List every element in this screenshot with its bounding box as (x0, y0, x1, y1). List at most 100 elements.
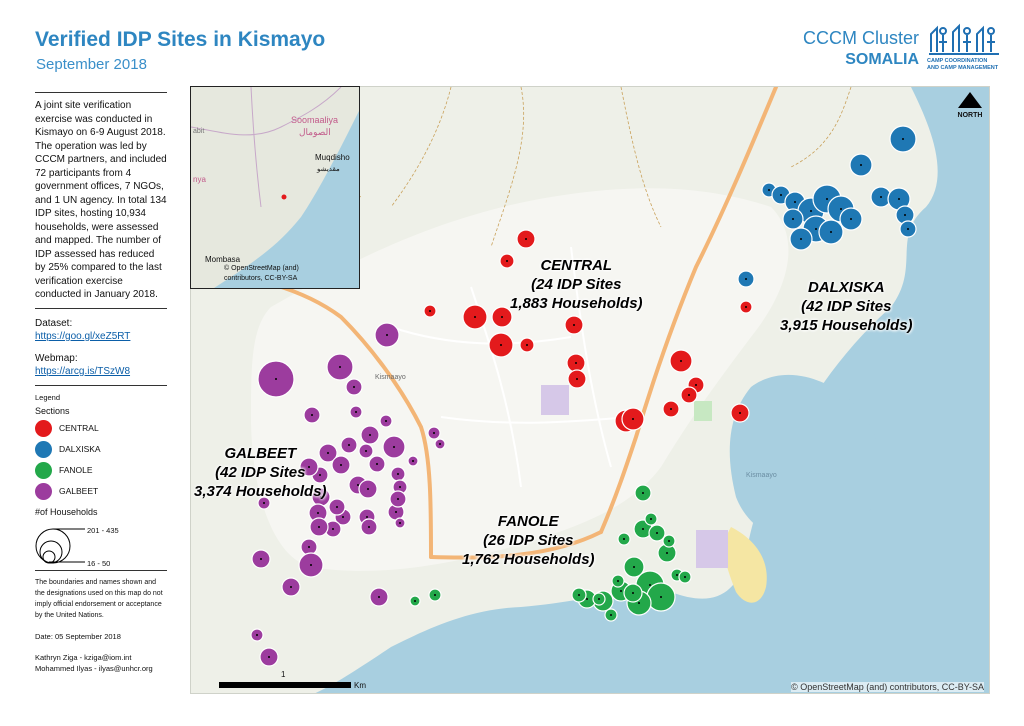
north-arrow-icon (958, 92, 982, 108)
inset-attribution-2: contributors, CC-BY-SA (224, 275, 298, 282)
legend-size-min: 16 - 50 (87, 558, 111, 568)
idp-site-centroid (695, 384, 697, 386)
idp-site-centroid (800, 238, 802, 240)
legend-sections-title: Sections (35, 405, 70, 416)
inset-map: Soomaaliya الصومال Muqdisho مقديشو Momba… (190, 86, 360, 289)
legend-swatch (35, 483, 52, 500)
idp-site-centroid (256, 634, 258, 636)
idp-site-centroid (386, 334, 388, 336)
idp-site-markers (250, 125, 917, 667)
scale-bar: 1 Km (219, 670, 379, 697)
idp-site-centroid (826, 198, 828, 200)
idp-site-centroid (275, 378, 277, 380)
idp-site-centroid (412, 460, 414, 462)
idp-site-centroid (434, 594, 436, 596)
idp-site-centroid (397, 473, 399, 475)
idp-site-centroid (501, 316, 503, 318)
idp-site-centroid (336, 506, 338, 508)
divider (35, 307, 167, 309)
idp-site-centroid (642, 528, 644, 530)
legend-item: DALXISKA (35, 439, 167, 460)
scale-unit: Km (354, 681, 366, 690)
idp-site-centroid (815, 228, 817, 230)
description: A joint site verification exercise was c… (35, 100, 167, 300)
idp-site-centroid (339, 366, 341, 368)
park (694, 401, 712, 421)
webmap-link[interactable]: https://arcg.is/TSzW8 (35, 366, 131, 377)
map-title: Verified IDP Sites in Kismayo (35, 28, 326, 51)
inset-border (250, 87, 262, 208)
inset-basemap (191, 87, 359, 288)
basemap: Kismaayo Kismaayo (191, 87, 989, 693)
idp-site-centroid (395, 511, 397, 513)
street (390, 326, 572, 345)
idp-site-centroid (780, 194, 782, 196)
legend-households-title: #of Households (35, 507, 98, 517)
idp-site-centroid (650, 518, 652, 520)
inset-label-left: nya (193, 175, 206, 184)
idp-site-centroid (860, 164, 862, 166)
section-label-galbeet: GALBEET (42 IDP Sites 3,374 Households) (194, 445, 327, 500)
idp-site-centroid (792, 218, 794, 220)
idp-site-centroid (830, 231, 832, 233)
inset-attribution-1: © OpenStreetMap (and) (224, 265, 299, 272)
idp-site-centroid (414, 600, 416, 602)
idp-site-centroid (506, 260, 508, 262)
idp-site-centroid (319, 474, 321, 476)
idp-site-centroid (656, 532, 658, 534)
scale-bar-graphic (219, 682, 351, 688)
section-label-fanole: FANOLE (26 IDP Sites 1,762 Households) (462, 513, 595, 568)
dataset-link[interactable]: https://goo.gl/xeZ5RT (35, 331, 131, 342)
logo-caption: CAMP COORDINATION AND CAMP MANAGEMENT (927, 58, 999, 71)
brand-block: CCCM Cluster SOMALIA (803, 28, 919, 69)
divider (35, 384, 167, 386)
idp-site-centroid (642, 492, 644, 494)
idp-site-centroid (365, 450, 367, 452)
idp-site-centroid (610, 614, 612, 616)
idp-site-centroid (260, 558, 262, 560)
idp-site-centroid (598, 598, 600, 600)
street (570, 246, 612, 468)
beach (724, 527, 767, 603)
idp-site-centroid (290, 586, 292, 588)
scale-label-one: 1 (281, 670, 286, 679)
legend-item: CENTRAL (35, 418, 167, 439)
brand-cluster: CCCM Cluster (802, 28, 919, 48)
idp-site-centroid (578, 594, 580, 596)
idp-site-centroid (632, 592, 634, 594)
idp-site-centroid (317, 512, 319, 514)
idp-site-centroid (433, 432, 435, 434)
idp-site-centroid (633, 566, 635, 568)
legend-swatch (35, 462, 52, 479)
legend-item: GALBEET (35, 481, 167, 502)
idp-site-centroid (526, 344, 528, 346)
idp-site-centroid (902, 138, 904, 140)
park (696, 530, 728, 568)
legend-size-scale: 201 - 435 16 - 50 (35, 520, 167, 568)
street (440, 416, 632, 424)
cccm-logo-figures (929, 23, 999, 55)
idp-site-centroid (368, 526, 370, 528)
inset-label-city-ar: مقديشو (317, 166, 340, 173)
inset-label-left: abit (193, 128, 205, 135)
idp-site-centroid (907, 228, 909, 230)
idp-site-centroid (745, 278, 747, 280)
idp-site-centroid (357, 484, 359, 486)
idp-site-centroid (320, 496, 322, 498)
idp-site-centroid (385, 420, 387, 422)
idp-site-centroid (376, 463, 378, 465)
idp-site-centroid (399, 486, 401, 488)
legend-item: FANOLE (35, 460, 167, 481)
inset-label-mombasa: Mombasa (205, 255, 241, 264)
kismayo-marker (281, 194, 287, 200)
inset-label-country-ar: الصومال (299, 127, 331, 137)
credit-line-1: Kathryn Ziga - kziga@iom.int (35, 652, 132, 662)
idp-site-centroid (327, 452, 329, 454)
place-label: Kismaayo (375, 374, 406, 381)
idp-site-centroid (393, 446, 395, 448)
road-south (429, 530, 603, 560)
inset-label-country: Soomaaliya (291, 115, 339, 125)
idp-site-centroid (880, 196, 882, 198)
divider (35, 92, 167, 93)
idp-site-centroid (311, 414, 313, 416)
